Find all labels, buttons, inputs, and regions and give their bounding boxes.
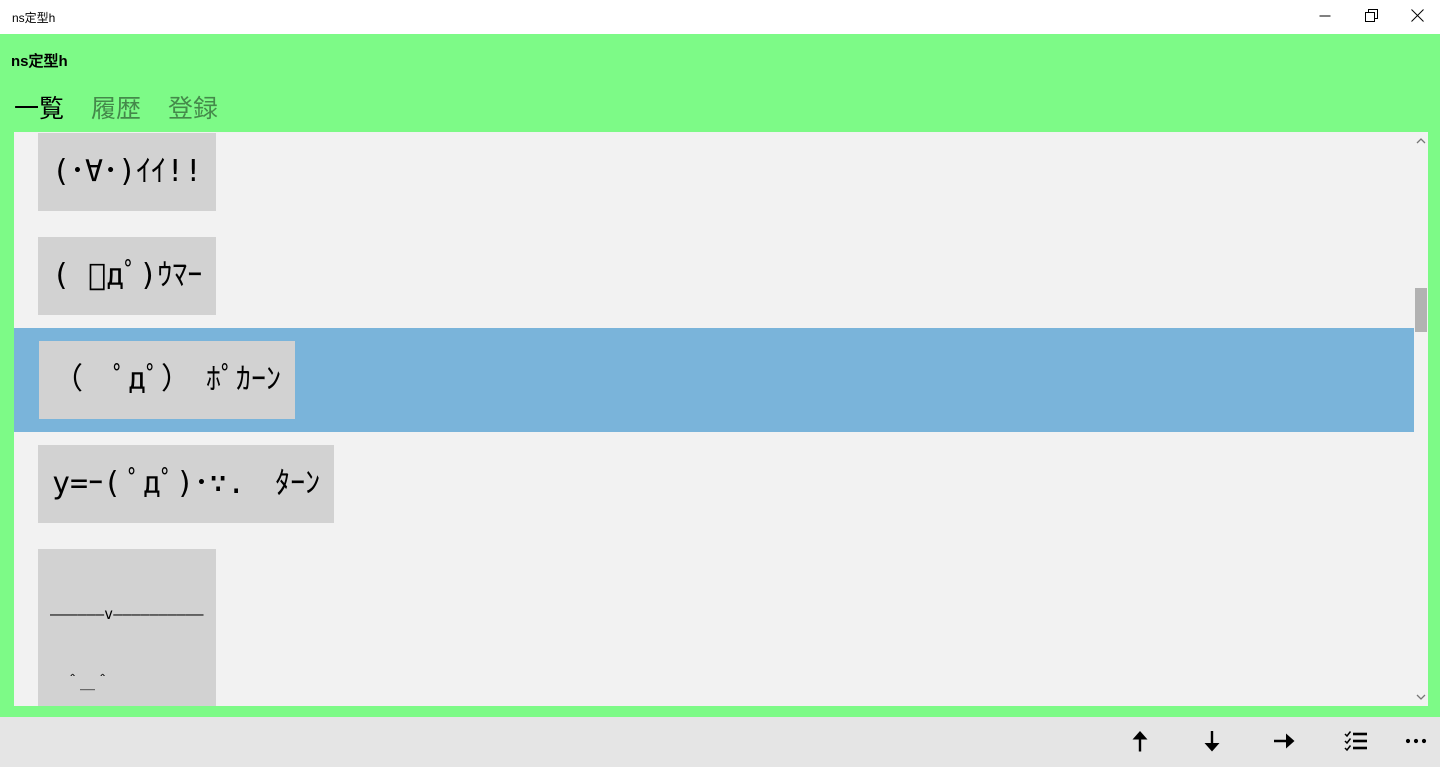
tab-rireki[interactable]: 履歴 [91,95,142,123]
kaomoji-text: (･∀･)ｲｲ!! [38,133,217,211]
titlebar-title: ns定型h [12,10,56,25]
arrow-up-icon [1127,728,1153,757]
move-down-button[interactable] [1176,717,1248,767]
kaomoji-text: y=ｰ( ﾟдﾟ)･∵. ﾀｰﾝ [38,445,335,523]
list-item[interactable]: ( ﾟдﾟ)ｳﾏｰ [14,224,1414,328]
send-right-button[interactable] [1248,717,1320,767]
restore-button[interactable] [1348,0,1394,34]
arrow-right-icon [1271,728,1297,757]
listview: (･∀･)ｲｲ!! ( ﾟдﾟ)ｳﾏｰ （ ﾟдﾟ） ﾎﾟｶｰﾝ y=ｰ( ﾟд… [14,132,1428,706]
list-item[interactable]: y=ｰ( ﾟдﾟ)･∵. ﾀｰﾝ [14,432,1414,536]
ellipsis-icon [1404,728,1428,757]
scroll-down-icon[interactable] [1414,690,1428,704]
list-item-selected[interactable]: （ ﾟдﾟ） ﾎﾟｶｰﾝ [14,328,1414,432]
page-title: ns定型h [11,53,68,70]
restore-icon [1364,9,1378,25]
close-icon [1410,9,1424,25]
tab-touroku[interactable]: 登録 [168,95,219,123]
tab-ichiran[interactable]: 一覧 [14,95,65,123]
vertical-scrollbar[interactable] [1414,132,1428,706]
arrow-down-icon [1199,728,1225,757]
multi-select-button[interactable] [1320,717,1392,767]
checklist-icon [1343,728,1369,757]
scroll-up-icon[interactable] [1414,134,1428,148]
list-item[interactable]: (･∀･)ｲｲ!! [14,132,1414,224]
close-button[interactable] [1394,0,1440,34]
scrollbar-thumb[interactable] [1415,288,1427,332]
kaomoji-text: （ ﾟдﾟ） ﾎﾟｶｰﾝ [39,341,296,419]
more-button[interactable] [1392,717,1440,767]
titlebar: ns定型h [0,0,1440,34]
minimize-icon [1319,10,1331,25]
kaomoji-list: (･∀･)ｲｲ!! ( ﾟдﾟ)ｳﾏｰ （ ﾟдﾟ） ﾎﾟｶｰﾝ y=ｰ( ﾟд… [14,132,1428,706]
pivot-tabs: 一覧 履歴 登録 [14,93,245,125]
minimize-button[interactable] [1302,0,1348,34]
list-item[interactable]: ――――――v―――――――――― ＾＿＾ （ ´Ａ｀） （ ） ｜ ｜ ｜ （… [14,536,1414,706]
window-controls [1302,0,1440,34]
kaomoji-text: ( ﾟдﾟ)ｳﾏｰ [38,237,217,315]
kaomoji-ascii-art: ――――――v―――――――――― ＾＿＾ （ ´Ａ｀） （ ） ｜ ｜ ｜ （… [38,549,216,706]
move-up-button[interactable] [1104,717,1176,767]
command-bar [0,717,1440,767]
